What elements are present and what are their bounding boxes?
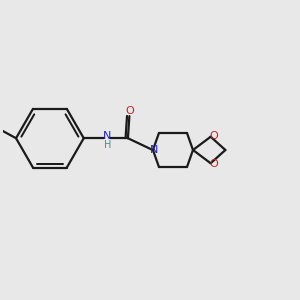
Text: N: N xyxy=(103,131,112,141)
Text: O: O xyxy=(210,159,219,169)
Text: H: H xyxy=(103,140,111,150)
Text: O: O xyxy=(125,106,134,116)
Text: O: O xyxy=(210,131,219,141)
Text: N: N xyxy=(150,145,159,155)
